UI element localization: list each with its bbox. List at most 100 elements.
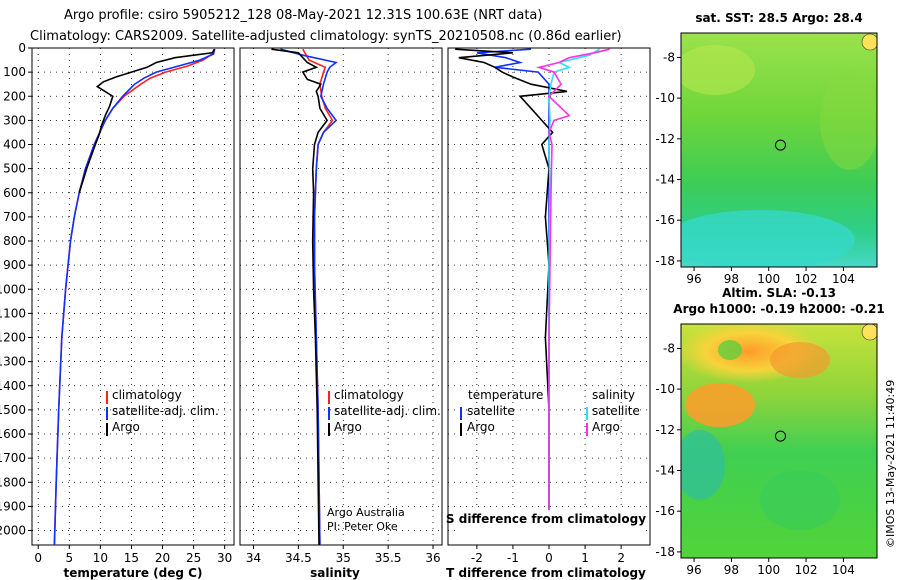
x-tick-label: 100 (757, 272, 780, 286)
y-tick-label: -8 (663, 50, 675, 64)
x-tick-label: 0 (545, 551, 553, 565)
y-tick-label: 1900 (0, 499, 26, 513)
x-tick-label: 2 (617, 551, 625, 565)
header-line1: Argo profile: csiro 5905212_128 08-May-2… (64, 8, 542, 23)
legend-argo: Argo (334, 420, 362, 434)
x-tick-label: 104 (832, 563, 855, 577)
y-tick-label: 1200 (0, 331, 26, 345)
x-tick-label: 35 (336, 551, 351, 565)
y-tick-label: 1700 (0, 451, 26, 465)
salinity-legend: climatology satellite-adj. clim. Argo (328, 388, 441, 436)
x-tick-label: 34 (246, 551, 261, 565)
series-line-s-argo (535, 48, 610, 531)
x-tick-label: 5 (65, 551, 73, 565)
x-tick-label: 98 (724, 563, 739, 577)
y-tick-label: 400 (3, 138, 26, 152)
x-tick-label: 102 (795, 272, 818, 286)
y-tick-label: 1000 (0, 282, 26, 296)
x-tick-label: 102 (795, 563, 818, 577)
y-tick-label: 100 (3, 65, 26, 79)
y-tick-label: 200 (3, 89, 26, 103)
series-line-climatology (53, 48, 215, 546)
credit-pi: PI: Peter Oke (327, 520, 398, 533)
x-tick-label: 36 (425, 551, 440, 565)
s-difference-label: S difference from climatology (446, 512, 646, 526)
x-tick-label: 104 (832, 272, 855, 286)
x-tick-label: 35.5 (375, 551, 402, 565)
legend-climatology: climatology (334, 388, 404, 402)
difference-xlabel: T difference from climatology (446, 566, 646, 580)
x-tick-label: 100 (757, 563, 780, 577)
x-tick-label: -2 (471, 551, 483, 565)
y-tick-label: -18 (655, 545, 675, 559)
y-tick-label: -18 (655, 254, 675, 268)
temperature-xlabel: temperature (deg C) (64, 566, 203, 580)
y-tick-label: 1300 (0, 355, 26, 369)
y-tick-label: -14 (655, 173, 675, 187)
argo-position-marker (774, 139, 786, 151)
x-tick-label: 34.5 (285, 551, 312, 565)
sst-map-title: sat. SST: 28.5 Argo: 28.4 (695, 11, 862, 25)
y-tick-label: -10 (655, 91, 675, 105)
x-tick-label: 15 (124, 551, 139, 565)
y-tick-label: 900 (3, 258, 26, 272)
difference-legend: temperature salinity satellite Argo sate… (460, 388, 640, 436)
temperature-panel: 0100200300400500600700800900100011001200… (0, 41, 235, 580)
series-line-satellite-adj-clim- (53, 49, 216, 546)
y-tick-label: 2000 (0, 524, 26, 538)
x-tick-label: -1 (507, 551, 519, 565)
legend-salinity-title: salinity (592, 388, 635, 402)
argo-position-marker (774, 430, 786, 442)
y-tick-label: 1400 (0, 379, 26, 393)
legend-t-argo: Argo (467, 420, 495, 434)
x-tick-label: 30 (217, 551, 232, 565)
y-tick-label: 1100 (0, 306, 26, 320)
y-tick-label: 1500 (0, 403, 26, 417)
sst-map: sat. SST: 28.5 Argo: 28.4 96 98 100 102 104 -… (655, 11, 878, 286)
credit-argo-australia: Argo Australia (327, 506, 405, 519)
x-tick-label: 10 (93, 551, 108, 565)
salinity-xlabel: salinity (310, 566, 360, 580)
salinity-panel: 34 34.5 35 35.5 36 salinity climatology sate… (239, 47, 443, 580)
header-line2: Climatology: CARS2009. Satellite-adjuste… (30, 29, 622, 44)
y-tick-label: -8 (663, 341, 675, 355)
y-tick-label: -16 (655, 213, 675, 227)
temperature-legend: climatology satellite-adj. clim. Argo (106, 388, 219, 436)
legend-satellite-adj: satellite-adj. clim. (334, 404, 441, 418)
y-tick-label: 600 (3, 186, 26, 200)
legend-s-satellite: satellite (592, 404, 640, 418)
y-tick-label: 800 (3, 234, 26, 248)
y-tick-label: 300 (3, 113, 26, 127)
x-tick-label: 96 (686, 272, 701, 286)
y-tick-label: 1800 (0, 475, 26, 489)
series-line-argo (78, 48, 216, 194)
legend-s-argo: Argo (592, 420, 620, 434)
sla-map: Altim. SLA: -0.13 Argo h1000: -0.19 h200… (655, 286, 884, 577)
y-tick-label: 500 (3, 162, 26, 176)
x-tick-label: 98 (724, 272, 739, 286)
series-line-satellite-adj-clim- (280, 48, 338, 546)
x-tick-label: 25 (186, 551, 201, 565)
x-tick-label: 20 (155, 551, 170, 565)
x-tick-label: 96 (686, 563, 701, 577)
y-tick-label: -10 (655, 382, 675, 396)
sla-map-subtitle: Argo h1000: -0.19 h2000: -0.21 (673, 302, 884, 316)
x-tick-label: 1 (581, 551, 589, 565)
y-tick-label: -14 (655, 464, 675, 478)
legend-t-satellite: satellite (467, 404, 515, 418)
y-tick-label: -16 (655, 504, 675, 518)
sla-map-title: Altim. SLA: -0.13 (722, 286, 836, 300)
y-tick-label: 0 (18, 41, 26, 55)
y-tick-label: 700 (3, 210, 26, 224)
series-line-argo (271, 48, 329, 546)
legend-satellite-adj: satellite-adj. clim. (112, 404, 219, 418)
footer-stamp: ©IMOS 13-May-2021 11:40:49 (884, 380, 897, 548)
y-tick-label: 1600 (0, 427, 26, 441)
legend-argo: Argo (112, 420, 140, 434)
y-tick-label: -12 (655, 132, 675, 146)
legend-temperature-title: temperature (468, 388, 543, 402)
y-tick-label: -12 (655, 423, 675, 437)
x-tick-label: 0 (34, 551, 42, 565)
